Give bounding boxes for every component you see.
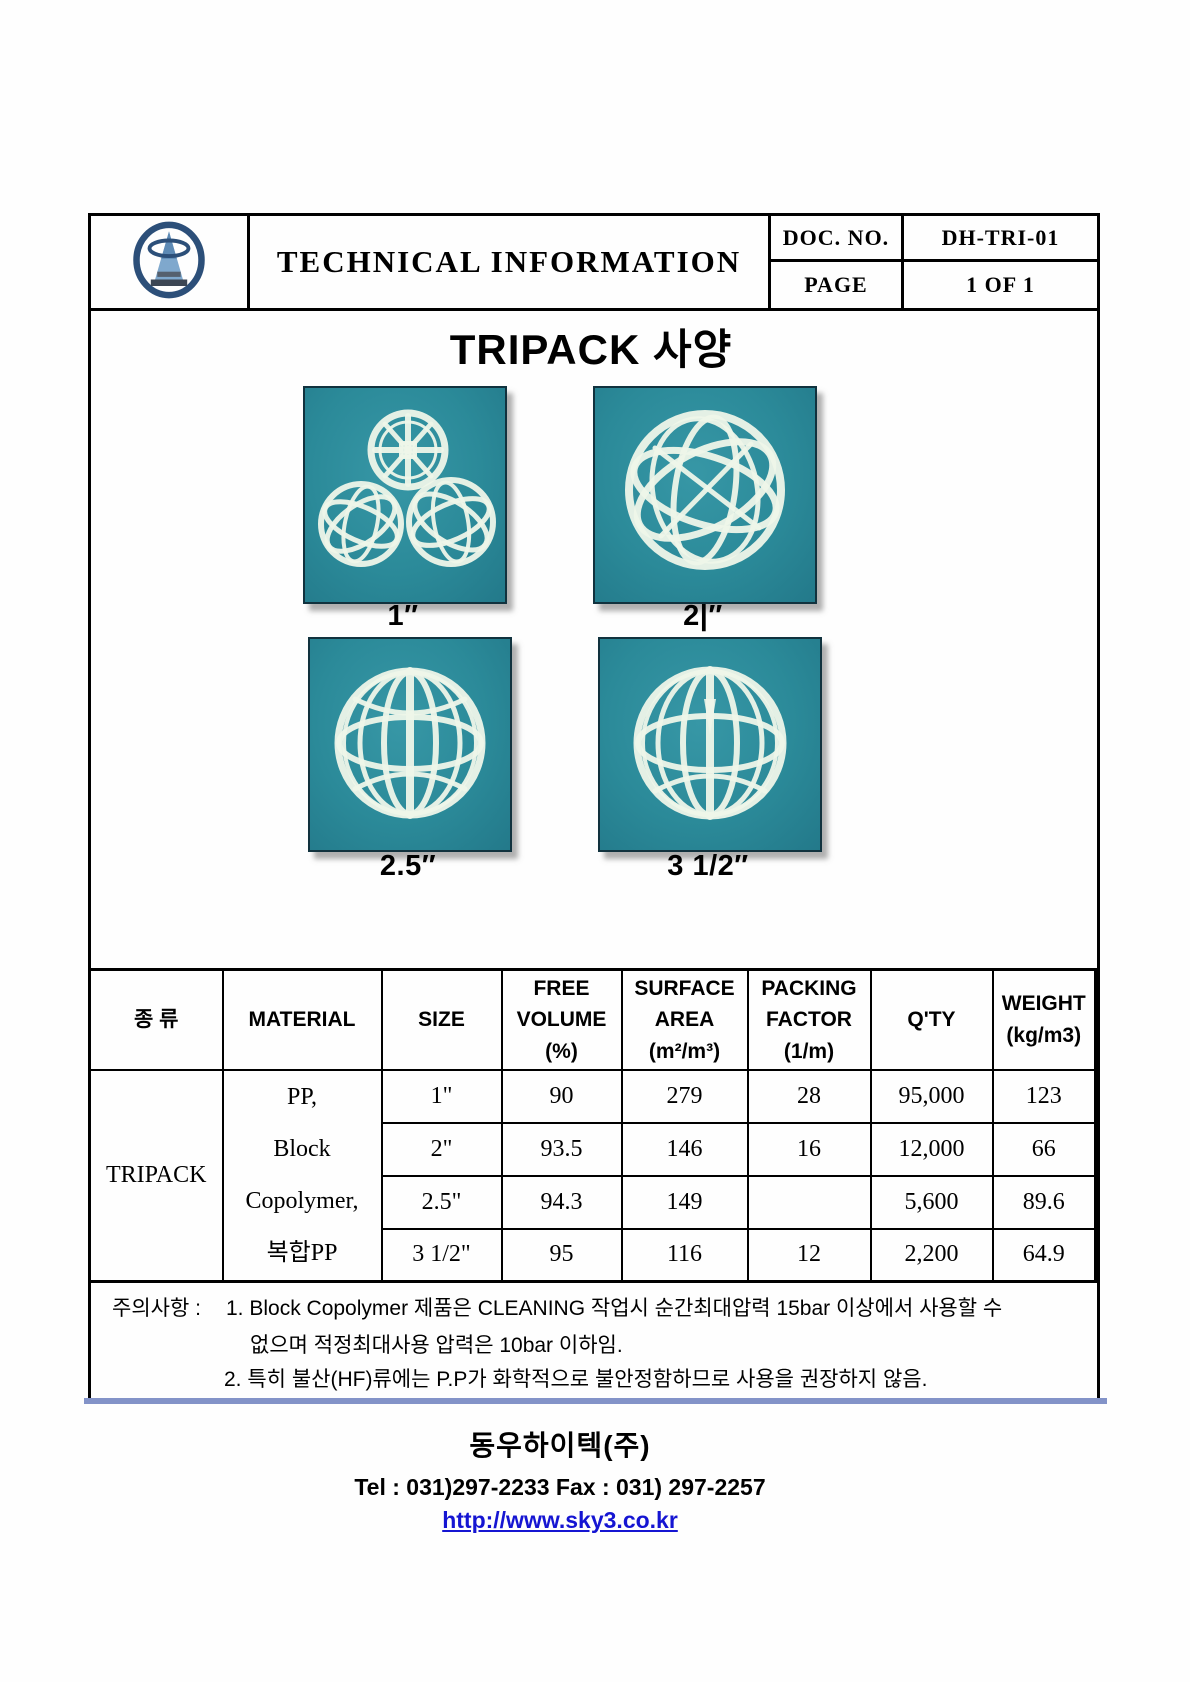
cell-packing-factor: 16 xyxy=(746,1121,872,1177)
cell-packing-factor: 12 xyxy=(746,1227,872,1283)
col-header-weight: WEIGHT (kg/m3) xyxy=(991,968,1097,1071)
col-header-size: SIZE xyxy=(380,968,503,1071)
cell-weight: 89.6 xyxy=(991,1174,1097,1230)
cell-free-volume: 93.5 xyxy=(500,1121,623,1177)
document-frame: TECHNICAL INFORMATION DOC. NO. DH-TRI-01… xyxy=(88,213,1100,1401)
cell-packing-factor: 28 xyxy=(746,1068,872,1124)
table-row: 2.5" 94.3 149 5,600 89.6 xyxy=(90,1174,1097,1230)
size-label-3-5in: 3 1/2″ xyxy=(667,850,749,882)
doc-info-grid: DOC. NO. DH-TRI-01 PAGE 1 OF 1 xyxy=(771,216,1097,308)
contact-info: Tel : 031)297-2233 Fax : 031) 297-2257 xyxy=(354,1474,766,1500)
cell-qty: 5,600 xyxy=(869,1174,994,1230)
col-header-free-volume: FREE VOLUME (%) xyxy=(500,968,623,1071)
col-header-type: 종 류 xyxy=(88,968,224,1071)
table-row: 3 1/2" 95 116 12 2,200 64.9 xyxy=(90,1227,1097,1283)
material-line: 복합PP xyxy=(266,1240,338,1267)
cell-size: 1" xyxy=(380,1068,503,1124)
doc-no-label: DOC. NO. xyxy=(771,216,904,262)
cell-weight: 66 xyxy=(991,1121,1097,1177)
tripack-photo-2in xyxy=(593,386,817,604)
material-line: Copolymer, xyxy=(245,1188,359,1215)
page-title: TRIPACK 사양 xyxy=(449,326,733,373)
cell-surface-area: 279 xyxy=(620,1068,749,1124)
notes-label: 주의사항 : xyxy=(112,1297,201,1320)
cell-weight: 64.9 xyxy=(991,1227,1097,1283)
tripack-photo-1in xyxy=(303,386,507,604)
notes-line-1: 1. Block Copolymer 제품은 CLEANING 작업시 순간최대… xyxy=(226,1297,1003,1320)
cell-size: 2.5" xyxy=(380,1174,503,1230)
footer: 동우하이텍(주) Tel : 031)297-2233 Fax : 031) 2… xyxy=(0,1424,1120,1534)
col-header-qty: Q'TY xyxy=(869,968,994,1071)
spec-table-header-row: 종 류 MATERIAL SIZE FREE VOLUME (%) SURFACE A… xyxy=(88,968,1097,1071)
cell-surface-area: 149 xyxy=(620,1174,749,1230)
spec-table: 종 류 MATERIAL SIZE FREE VOLUME (%) SURFACE A… xyxy=(88,968,1097,1283)
col-header-material: MATERIAL xyxy=(221,968,383,1071)
cell-size: 3 1/2" xyxy=(380,1227,503,1283)
cell-surface-area: 146 xyxy=(620,1121,749,1177)
tripack-photo-2-5in xyxy=(308,637,512,852)
table-row: TRIPACK PP, Block Copolymer, 복합PP 1" 90 … xyxy=(88,1068,1097,1283)
material-line: PP, xyxy=(286,1084,318,1111)
company-logo-icon xyxy=(130,219,208,306)
page-value: 1 OF 1 xyxy=(966,272,1035,297)
tripack-photo-3-5in xyxy=(598,637,822,852)
company-name: 동우하이텍(주) xyxy=(469,1430,651,1461)
document-header: TECHNICAL INFORMATION DOC. NO. DH-TRI-01… xyxy=(91,216,1097,311)
cell-surface-area: 116 xyxy=(620,1227,749,1283)
cell-free-volume: 90 xyxy=(500,1068,623,1124)
cell-qty: 95,000 xyxy=(869,1068,994,1124)
cell-free-volume: 95 xyxy=(500,1227,623,1283)
cell-qty: 2,200 xyxy=(869,1227,994,1283)
bottom-accent-rule xyxy=(84,1398,1107,1404)
size-label-2-5in: 2.5″ xyxy=(379,850,437,882)
doc-no-value: DH-TRI-01 xyxy=(904,216,1097,262)
page-label: PAGE xyxy=(771,262,904,308)
col-header-surface-area: SURFACE AREA (m²/m³) xyxy=(620,968,749,1071)
material-cell: PP, Block Copolymer, 복합PP xyxy=(221,1068,383,1283)
size-label-1in: 1″ xyxy=(387,600,419,632)
table-row: 2" 93.5 146 16 12,000 66 xyxy=(90,1121,1097,1177)
cell-weight: 123 xyxy=(991,1068,1097,1124)
notes-line-3: 2. 특히 불산(HF)류에는 P.P가 화학적으로 불안정함하므로 사용을 권… xyxy=(224,1368,928,1391)
size-label-2in: 2|″ xyxy=(683,600,723,632)
website-link[interactable]: http://www.sky3.co.kr xyxy=(442,1507,678,1533)
document-title: TECHNICAL INFORMATION xyxy=(250,216,771,308)
notes-line-2: 없으며 적정최대사용 압력은 10bar 이하임. xyxy=(250,1334,623,1357)
cell-free-volume: 94.3 xyxy=(500,1174,623,1230)
col-header-packing-factor: PACKING FACTOR (1/m) xyxy=(746,968,872,1071)
cell-qty: 12,000 xyxy=(869,1121,994,1177)
logo-cell xyxy=(91,216,250,308)
cell-packing-factor xyxy=(746,1174,872,1230)
cell-size: 2" xyxy=(380,1121,503,1177)
type-cell: TRIPACK xyxy=(88,1068,224,1283)
material-line: Block xyxy=(273,1136,331,1163)
